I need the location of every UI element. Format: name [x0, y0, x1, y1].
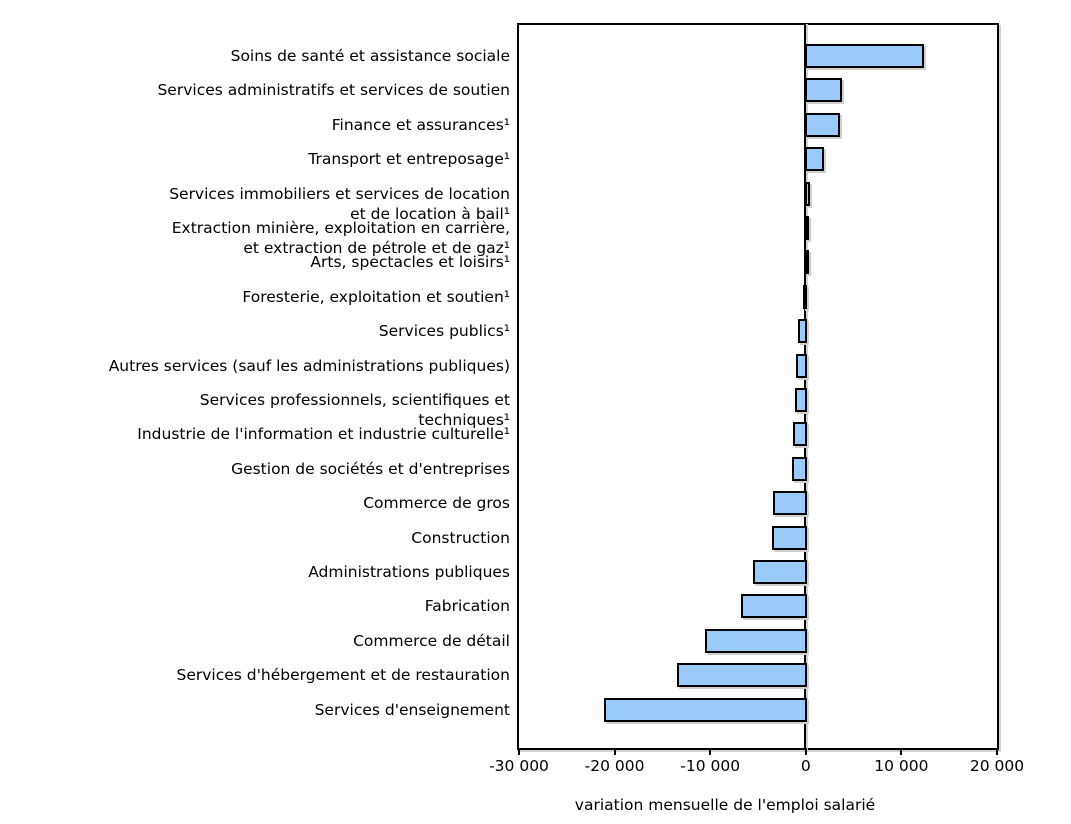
category-label: Services administratifs et services de s… [157, 81, 510, 100]
bar [798, 319, 807, 344]
bar [804, 250, 809, 275]
bar [804, 78, 843, 103]
bar [704, 628, 807, 653]
bar [773, 491, 807, 516]
category-label: Autres services (sauf les administration… [108, 356, 510, 375]
x-tick [996, 748, 998, 755]
bar [791, 456, 807, 481]
bar [804, 112, 841, 137]
category-label: Fabrication [424, 597, 510, 616]
x-axis-title: variation mensuelle de l'emploi salarié [574, 796, 876, 814]
x-tick [518, 748, 520, 755]
category-label: Administrations publiques [308, 563, 510, 581]
bar [604, 697, 807, 722]
bar [676, 663, 807, 688]
x-tick-label: -30 000 [489, 757, 549, 775]
category-label: Services d'hébergement et de restauratio… [176, 666, 510, 685]
x-tick-label: -10 000 [680, 757, 741, 775]
x-tick [900, 748, 903, 755]
bar [804, 181, 810, 206]
zero-axis-line [804, 23, 806, 750]
x-tick-label: 10 000 [874, 757, 929, 775]
bar [772, 525, 807, 550]
x-tick-label: -20 000 [584, 757, 645, 775]
bar [804, 147, 824, 172]
bar [804, 216, 809, 240]
category-label: Services publics¹ [378, 322, 510, 341]
category-label: Industrie de l'information et industrie … [137, 425, 510, 444]
bar [802, 284, 807, 309]
category-label: Extraction minière, exploitation en carr… [171, 219, 510, 257]
category-label: Services d'enseignement [314, 700, 510, 719]
category-label: Services immobiliers et services de loca… [169, 184, 510, 223]
bar [792, 422, 807, 447]
x-tick [613, 748, 616, 755]
x-tick [804, 748, 807, 755]
bar [753, 560, 807, 584]
category-label: Transport et entreposage¹ [308, 150, 510, 169]
x-tick [709, 748, 712, 755]
category-label: Finance et assurances¹ [331, 115, 510, 134]
category-label: Foresterie, exploitation et soutien¹ [242, 287, 510, 306]
bar [804, 44, 925, 68]
bar [795, 388, 807, 412]
category-label: Arts, spectacles et loisirs¹ [310, 253, 510, 272]
category-label: Soins de santé et assistance sociale [230, 47, 510, 65]
x-tick-label: 0 [800, 757, 811, 775]
bar [796, 353, 807, 378]
bar [740, 594, 807, 619]
category-label: Commerce de détail [353, 631, 510, 650]
category-label: Gestion de sociétés et d'entreprises [231, 459, 510, 478]
category-label: Construction [411, 528, 510, 547]
x-tick-label: 20 000 [969, 757, 1025, 775]
category-label: Services professionnels, scientifiques e… [199, 391, 510, 429]
category-label: Commerce de gros [363, 494, 510, 513]
